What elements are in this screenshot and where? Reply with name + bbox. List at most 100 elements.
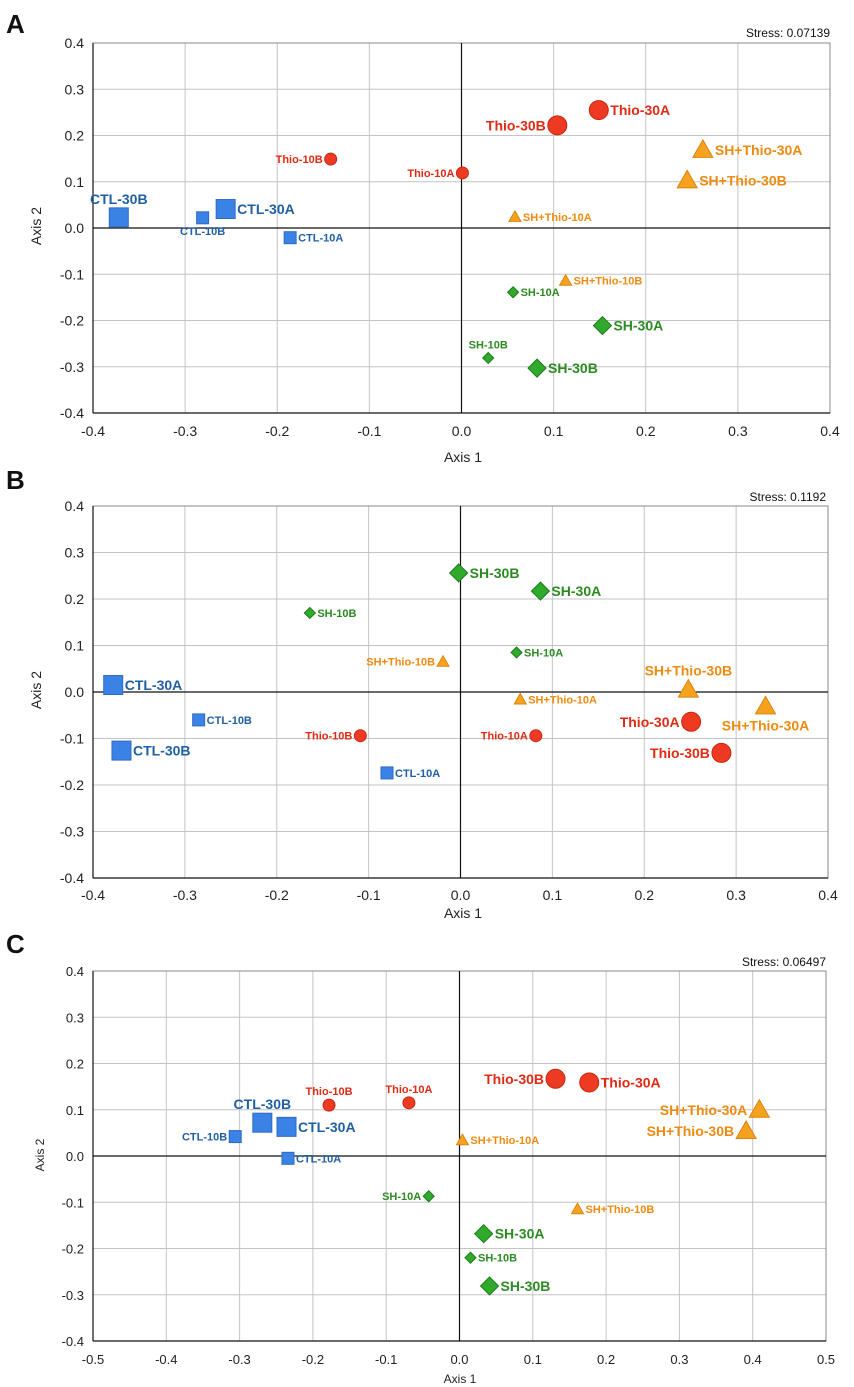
y-tick-label: -0.2: [60, 313, 84, 329]
point-label-sh-30a: SH-30A: [495, 1226, 545, 1242]
point-ctl-10b: [192, 713, 206, 727]
x-tick-label: -0.3: [173, 423, 197, 439]
panel-a: A Stress: 0.07139 Axis 1 Axis 2 -0.4 -0.3…: [6, 9, 840, 465]
point-label-ctl-30b: CTL-30B: [133, 743, 191, 759]
y-tick-label: 0.3: [65, 81, 85, 97]
point-label-sh-thio-30a: SH+Thio-30A: [715, 142, 803, 158]
y-tick-label: -0.4: [62, 1334, 84, 1349]
point-sh-10b: [303, 606, 317, 620]
y-tick-label: 0.1: [65, 174, 85, 190]
y-axis-label: Axis 2: [33, 1138, 47, 1171]
point-thio-30b: [711, 742, 732, 763]
point-label-thio-30a: Thio-30A: [620, 714, 680, 730]
point-sh-10a: [510, 646, 523, 659]
x-axis-label: Axis 1: [444, 905, 482, 921]
point-label-sh-10a: SH-10A: [524, 647, 563, 659]
y-tick-label: -0.2: [60, 777, 84, 793]
point-label-sh-10a: SH-10A: [382, 1191, 421, 1203]
x-tick-label: 0.0: [451, 887, 471, 903]
x-tick-label: 0.4: [744, 1352, 762, 1367]
x-tick-label: 0.0: [450, 1352, 468, 1367]
panel-c: C Stress: 0.06497 Axis 1 Axis 2 -0.5 -0.4…: [6, 929, 835, 1386]
point-label-ctl-30a: CTL-30A: [125, 677, 183, 693]
point-ctl-10a: [380, 766, 394, 780]
point-label-sh-thio-30b: SH+Thio-30B: [647, 1123, 735, 1139]
point-label-thio-30b: Thio-30B: [484, 1071, 544, 1087]
point-label-sh-10a: SH-10A: [521, 287, 560, 299]
y-tick-label: -0.3: [60, 824, 84, 840]
point-label-sh-thio-10b: SH+Thio-10B: [586, 1204, 655, 1216]
point-label-thio-30a: Thio-30A: [601, 1075, 661, 1091]
point-sh-thio-30a: [748, 1098, 771, 1118]
point-label-ctl-10a: CTL-10A: [395, 768, 440, 780]
point-label-sh-30a: SH-30A: [551, 583, 601, 599]
x-tick-label: -0.2: [265, 887, 289, 903]
point-label-sh-30b: SH-30B: [548, 360, 598, 376]
point-sh-thio-30a: [692, 138, 714, 158]
point-ctl-10a: [281, 1151, 295, 1165]
y-tick-label: 0.4: [66, 964, 84, 979]
point-thio-10b: [322, 1098, 336, 1112]
y-tick-label: 0.1: [66, 1103, 84, 1118]
x-tick-label: 0.3: [670, 1352, 688, 1367]
point-sh-10b: [464, 1251, 477, 1264]
point-label-ctl-30b: CTL-30B: [234, 1096, 292, 1112]
x-tick-label: -0.4: [81, 423, 105, 439]
point-sh-30b: [448, 563, 469, 583]
point-sh-thio-10b: [436, 654, 450, 667]
point-label-sh-thio-10b: SH+Thio-10B: [574, 276, 643, 288]
point-label-sh-30b: SH-30B: [470, 565, 520, 581]
x-tick-label: 0.1: [524, 1352, 542, 1367]
y-tick-label: 0.4: [65, 35, 85, 51]
point-sh-thio-10a: [513, 692, 528, 705]
point-label-ctl-30a: CTL-30A: [237, 201, 295, 217]
x-tick-label: -0.5: [82, 1352, 104, 1367]
point-sh-30b: [527, 358, 547, 378]
x-tick-label: -0.4: [155, 1352, 177, 1367]
point-sh-30a: [592, 315, 613, 336]
point-sh-thio-30b: [676, 169, 699, 189]
point-label-sh-10b: SH-10B: [469, 339, 508, 351]
point-ctl-10a: [283, 231, 297, 245]
point-thio-30b: [547, 115, 568, 136]
point-ctl-30b: [108, 207, 129, 228]
point-ctl-30a: [103, 675, 124, 696]
point-label-thio-10a: Thio-10A: [481, 731, 528, 743]
y-tick-label: -0.4: [60, 405, 84, 421]
y-tick-label: 0.2: [65, 128, 85, 144]
x-tick-label: -0.3: [228, 1352, 250, 1367]
point-sh-thio-10a: [455, 1133, 470, 1146]
y-tick-label: 0.4: [65, 498, 85, 514]
point-label-ctl-10b: CTL-10B: [207, 715, 252, 727]
point-label-thio-10b: Thio-10B: [276, 154, 323, 166]
point-thio-10a: [529, 729, 543, 743]
point-label-sh-thio-30a: SH+Thio-30A: [722, 717, 810, 733]
point-label-ctl-10b: CTL-10B: [182, 1132, 227, 1144]
x-tick-label: 0.3: [728, 423, 748, 439]
panel-letter: B: [6, 465, 25, 495]
point-label-sh-thio-30a: SH+Thio-30A: [660, 1102, 748, 1118]
x-tick-label: 0.4: [818, 887, 838, 903]
stress-value: Stress: 0.1192: [750, 490, 827, 504]
y-tick-label: -0.4: [60, 870, 84, 886]
y-tick-label: 0.0: [65, 684, 85, 700]
point-thio-10a: [402, 1096, 416, 1110]
point-sh-thio-30b: [677, 678, 700, 698]
y-axis-label: Axis 2: [28, 207, 44, 245]
point-ctl-30b: [111, 740, 132, 761]
x-tick-label: 0.2: [636, 423, 656, 439]
point-sh-thio-30a: [754, 695, 777, 715]
point-thio-30a: [579, 1072, 600, 1093]
point-sh-thio-10a: [508, 209, 522, 222]
point-label-sh-thio-10b: SH+Thio-10B: [366, 657, 435, 669]
point-thio-30a: [681, 711, 702, 732]
y-tick-label: 0.2: [66, 1057, 84, 1072]
point-label-ctl-10b: CTL-10B: [180, 226, 225, 238]
x-axis-label: Axis 1: [444, 1372, 477, 1386]
point-thio-10b: [324, 152, 338, 166]
x-tick-label: -0.4: [81, 887, 105, 903]
point-label-thio-10a: Thio-10A: [407, 168, 454, 180]
y-tick-label: -0.1: [62, 1195, 84, 1210]
x-tick-label: 0.1: [543, 887, 563, 903]
